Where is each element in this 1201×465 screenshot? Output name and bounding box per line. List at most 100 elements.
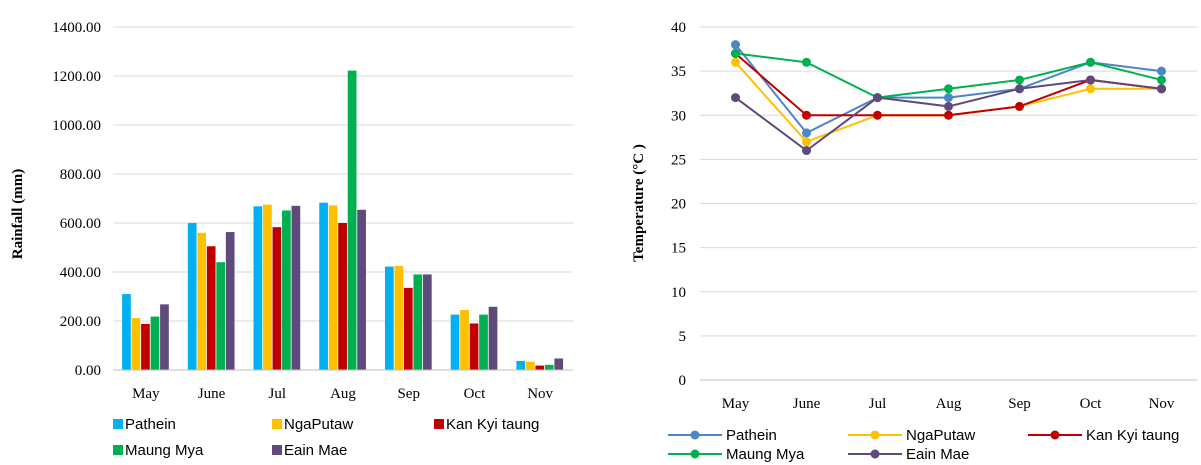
temperature-y-tick: 25 [671, 152, 686, 168]
temperature-point [1157, 75, 1166, 85]
rainfall-legend-label: Eain Mae [284, 442, 347, 459]
rainfall-legend-label: Kan Kyi taung [446, 416, 539, 433]
temperature-point [944, 84, 953, 94]
rainfall-bar [479, 314, 488, 370]
temperature-x-tick: Nov [1149, 396, 1175, 412]
rainfall-y-tick: 400.00 [60, 265, 101, 281]
temperature-gridlines [700, 26, 1197, 381]
rainfall-legend: Pathein NgaPutaw Kan Kyi taung Maung Mya Eai… [113, 416, 539, 459]
rainfall-bar [357, 209, 366, 370]
temperature-point [1086, 84, 1095, 94]
temperature-point [1015, 75, 1024, 85]
rainfall-bar [516, 360, 526, 370]
rainfall-legend-label: NgaPutaw [284, 416, 353, 433]
temperature-x-tick: Oct [1080, 396, 1102, 412]
temperature-point [944, 110, 953, 120]
temperature-point [731, 48, 740, 58]
temperature-legend-label: NgaPutaw [906, 427, 975, 444]
temperature-legend: Pathein NgaPutaw Kan Kyi taung Maung Mya Eai… [668, 427, 1179, 463]
rainfall-x-tick: June [198, 386, 226, 402]
rainfall-bar [460, 309, 469, 370]
temperature-x-tick: Aug [936, 396, 962, 412]
rainfall-bar [525, 361, 535, 370]
rainfall-bars [122, 70, 564, 371]
rainfall-x-tick: Jul [269, 386, 287, 402]
temperature-x-tick-labels: May June Jul Aug Sep Oct Nov [722, 396, 1175, 412]
rainfall-bar [263, 204, 272, 370]
rainfall-x-tick-labels: May June Jul Aug Sep Oct Nov [132, 386, 553, 402]
rainfall-bar [535, 365, 545, 370]
rainfall-y-tick: 200.00 [60, 314, 101, 330]
rainfall-legend-swatch [434, 419, 444, 429]
rainfall-y-tick: 1200.00 [52, 69, 101, 85]
rainfall-bar [282, 210, 291, 370]
temperature-point [731, 93, 740, 103]
rainfall-bar [122, 294, 131, 370]
rainfall-x-tick: Sep [397, 386, 420, 402]
rainfall-bar [544, 364, 554, 370]
temperature-y-tick: 10 [671, 285, 686, 301]
temperature-point [944, 93, 953, 103]
rainfall-bar [422, 274, 432, 370]
temperature-point [1015, 84, 1024, 94]
temperature-x-tick: May [722, 396, 750, 412]
rainfall-bar [253, 206, 263, 370]
temperature-point [802, 128, 811, 138]
rainfall-bar [384, 266, 394, 370]
temperature-point [944, 101, 953, 111]
rainfall-bar [272, 227, 282, 370]
temperature-point [802, 146, 811, 156]
rainfall-y-tick-labels: 0.00 200.00 400.00 600.00 800.00 1000.00 1200.… [52, 20, 101, 379]
temperature-point [1015, 101, 1024, 111]
temperature-point [731, 40, 740, 50]
rainfall-bar [554, 358, 564, 370]
temperature-legend-label: Pathein [726, 427, 777, 444]
temperature-y-tick: 40 [671, 20, 686, 36]
rainfall-bar [225, 232, 235, 370]
temperature-legend-marker [690, 449, 700, 459]
rainfall-y-tick: 600.00 [60, 216, 101, 232]
rainfall-bar [141, 323, 150, 370]
rainfall-bar [347, 70, 357, 371]
rainfall-x-tick: Oct [464, 386, 486, 402]
temperature-y-tick: 30 [671, 108, 686, 124]
temperature-point [802, 110, 811, 120]
temperature-y-tick: 35 [671, 64, 686, 80]
rainfall-bar [216, 262, 226, 370]
temperature-x-tick: June [793, 396, 821, 412]
rainfall-bar [131, 318, 141, 370]
temperature-y-tick: 5 [679, 329, 687, 345]
temperature-legend-label: Maung Mya [726, 446, 805, 463]
temperature-point [802, 137, 811, 147]
temperature-x-tick: Sep [1008, 396, 1031, 412]
rainfall-bar [403, 287, 413, 370]
rainfall-legend-swatch [272, 419, 282, 429]
rainfall-x-tick: Nov [527, 386, 553, 402]
rainfall-y-tick: 1400.00 [52, 20, 101, 36]
rainfall-y-tick: 0.00 [75, 363, 101, 379]
rainfall-legend-swatch [272, 445, 282, 455]
temperature-point [873, 93, 882, 103]
temperature-point [802, 57, 811, 67]
rainfall-y-axis-label: Rainfall (mm) [10, 169, 26, 259]
rainfall-bar [450, 314, 460, 370]
rainfall-legend-swatch [113, 445, 123, 455]
temperature-y-tick: 15 [671, 241, 686, 257]
temperature-point [1086, 75, 1095, 85]
rainfall-bar [197, 232, 207, 370]
rainfall-bar [394, 265, 404, 370]
rainfall-bar [291, 205, 301, 370]
temperature-legend-label: Eain Mae [906, 446, 969, 463]
temperature-point [1157, 66, 1166, 76]
temperature-y-axis-label: Temperature (°C ) [631, 144, 647, 262]
rainfall-bar [160, 304, 169, 370]
temperature-legend-marker [1050, 430, 1060, 440]
temperature-point [1157, 84, 1166, 94]
rainfall-y-tick: 1000.00 [52, 118, 101, 134]
temperature-line-chart: 0 5 10 15 20 25 30 35 40 Temperature (°C ) May Ju… [631, 20, 1197, 463]
temperature-point [873, 110, 882, 120]
rainfall-bar [488, 306, 498, 370]
temperature-y-tick: 20 [671, 197, 686, 213]
temperature-legend-marker [870, 430, 880, 440]
